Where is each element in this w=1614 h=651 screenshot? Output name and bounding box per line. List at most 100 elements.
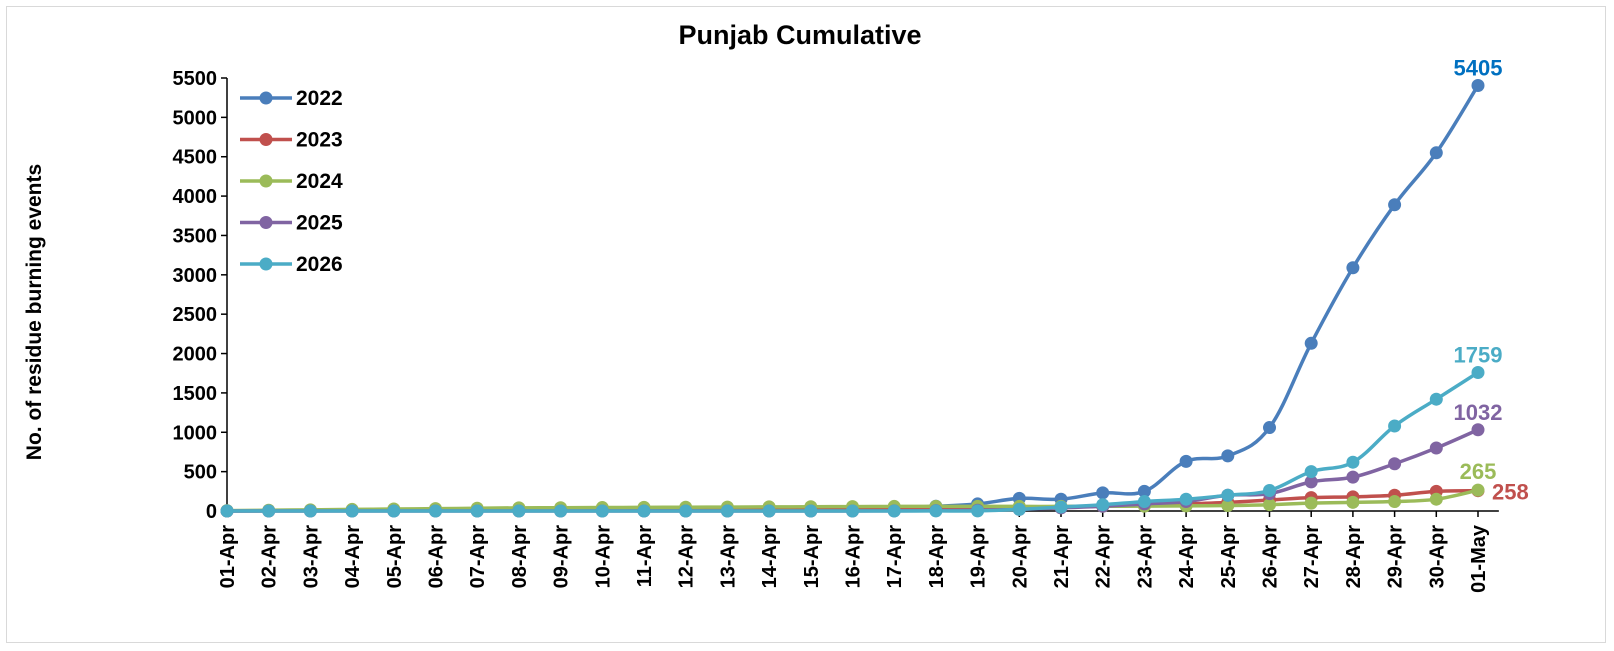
data-point-2026 <box>1263 484 1276 498</box>
data-point-2022 <box>1304 336 1318 350</box>
y-tick-label: 500 <box>184 462 217 484</box>
y-axis-label: No. of residue burning events <box>23 164 46 460</box>
data-point-2025 <box>1388 457 1402 471</box>
y-tick-label: 0 <box>206 501 217 523</box>
data-point-2026 <box>762 504 776 518</box>
data-point-2026 <box>887 504 901 518</box>
data-point-2022 <box>1471 78 1485 92</box>
x-tick-label: 12-Apr <box>676 525 698 589</box>
data-point-2026 <box>595 504 609 518</box>
x-tick-label: 07-Apr <box>467 525 489 589</box>
y-tick-label: 3000 <box>173 265 218 287</box>
end-label-2024: 265 <box>1460 459 1497 484</box>
data-point-2024 <box>1471 483 1485 497</box>
y-tick-label: 5000 <box>173 107 218 129</box>
legend-marker <box>259 91 273 105</box>
legend-item-2022: 2022 <box>240 87 343 110</box>
x-tick-label: 13-Apr <box>717 525 739 589</box>
data-point-2022 <box>1096 486 1110 500</box>
series-line-2026 <box>227 371 1479 513</box>
x-tick-label: 25-Apr <box>1218 525 1240 589</box>
x-tick-label: 01-May <box>1468 524 1490 593</box>
x-tick-label: 04-Apr <box>342 525 364 589</box>
y-tick-label: 1000 <box>173 422 218 444</box>
x-tick-label: 30-Apr <box>1426 525 1448 589</box>
y-tick-label: 4500 <box>173 147 218 169</box>
data-point-2024 <box>1346 495 1360 509</box>
data-point-2026 <box>512 504 526 518</box>
x-tick-label: 10-Apr <box>592 525 614 589</box>
data-point-2026 <box>303 504 317 518</box>
y-tick-label: 2500 <box>173 304 218 326</box>
x-tick-label: 24-Apr <box>1176 525 1198 589</box>
data-point-2024 <box>1304 496 1318 510</box>
legend-item-2024: 2024 <box>240 170 343 193</box>
series-2026 <box>220 366 1485 518</box>
data-point-2026 <box>846 504 859 518</box>
x-tick-label: 17-Apr <box>884 525 906 589</box>
legend-marker <box>259 216 273 229</box>
x-tick-label: 20-Apr <box>1009 525 1031 589</box>
legend-label: 2025 <box>296 212 343 235</box>
data-point-2026 <box>1179 492 1193 506</box>
data-point-2026 <box>1346 455 1360 469</box>
data-point-2026 <box>1471 366 1485 380</box>
end-label-2026: 1759 <box>1454 343 1503 368</box>
end-label-2023: 258 <box>1492 480 1529 505</box>
chart-frame <box>6 6 1606 643</box>
legend-marker <box>259 133 273 146</box>
x-tick-label: 19-Apr <box>968 525 990 589</box>
x-tick-label: 01-Apr <box>217 525 239 589</box>
data-point-2026 <box>804 504 818 518</box>
data-point-2026 <box>220 504 234 518</box>
y-tick-label: 1500 <box>173 383 218 405</box>
data-point-2024 <box>1429 492 1443 506</box>
x-tick-label: 15-Apr <box>801 525 823 589</box>
x-tick-label: 14-Apr <box>759 525 781 589</box>
x-tick-label: 05-Apr <box>384 525 406 589</box>
legend: 2022 2023 2024 2025 2026 <box>240 87 343 276</box>
data-point-2025 <box>1346 470 1360 484</box>
x-tick-label: 27-Apr <box>1301 525 1323 589</box>
data-point-2026 <box>1388 419 1402 433</box>
x-tick-label: 23-Apr <box>1134 525 1156 589</box>
end-label-2022: 5405 <box>1454 55 1503 80</box>
data-point-2026 <box>1429 392 1443 406</box>
data-point-2026 <box>1096 498 1110 512</box>
data-point-2022 <box>1429 146 1443 160</box>
y-tick-label: 5500 <box>173 68 218 90</box>
x-tick-label: 08-Apr <box>509 525 531 589</box>
data-point-2025 <box>1429 441 1443 455</box>
x-tick-label: 22-Apr <box>1093 525 1115 589</box>
legend-item-2026: 2026 <box>240 253 343 276</box>
data-point-2022 <box>1137 484 1151 498</box>
series-2022 <box>220 78 1485 518</box>
data-point-2026 <box>1054 500 1068 514</box>
end-label-2025: 1032 <box>1454 400 1503 425</box>
y-tick-label: 2000 <box>173 344 218 366</box>
data-point-2026 <box>971 504 985 518</box>
x-tick-label: 02-Apr <box>259 525 281 589</box>
data-point-2026 <box>345 504 359 518</box>
data-point-2024 <box>1221 498 1235 512</box>
legend-item-2025: 2025 <box>240 212 343 235</box>
data-point-2026 <box>387 504 401 518</box>
x-tick-label: 09-Apr <box>551 525 573 589</box>
legend-marker <box>259 174 273 188</box>
x-tick-label: 29-Apr <box>1385 525 1407 589</box>
x-tick-label: 18-Apr <box>926 525 948 589</box>
data-point-2022 <box>1221 449 1235 463</box>
legend-label: 2022 <box>296 87 343 110</box>
legend-marker <box>259 257 273 271</box>
x-tick-label: 11-Apr <box>634 525 656 587</box>
x-tick-label: 06-Apr <box>426 525 448 589</box>
x-tick-label: 28-Apr <box>1343 525 1365 589</box>
x-tick-label: 16-Apr <box>843 525 865 589</box>
data-point-2026 <box>720 504 734 518</box>
data-point-2022 <box>1388 198 1402 212</box>
data-point-2026 <box>429 504 442 518</box>
x-tick-label: 21-Apr <box>1051 525 1073 589</box>
data-point-2025 <box>1471 423 1485 437</box>
data-point-2026 <box>679 504 693 518</box>
